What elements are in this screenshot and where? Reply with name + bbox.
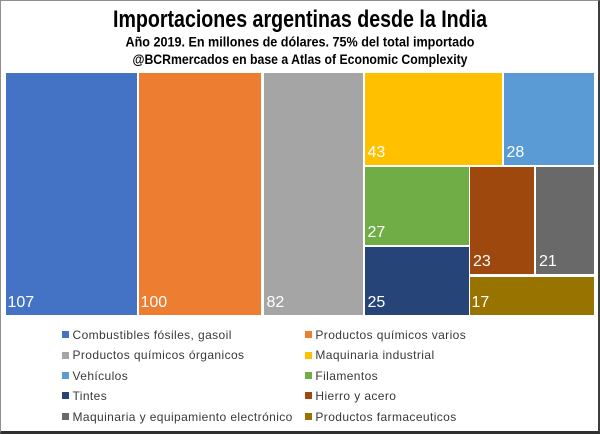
svg-text:Año 2019. En millones de dólar: Año 2019. En millones de dólares. 75% de… <box>126 34 475 50</box>
svg-text:@BCRmercados en base a Atlas o: @BCRmercados en base a Atlas of Economic… <box>133 51 468 67</box>
svg-text:Importaciones argentinas desde: Importaciones argentinas desde la India <box>113 6 487 33</box>
